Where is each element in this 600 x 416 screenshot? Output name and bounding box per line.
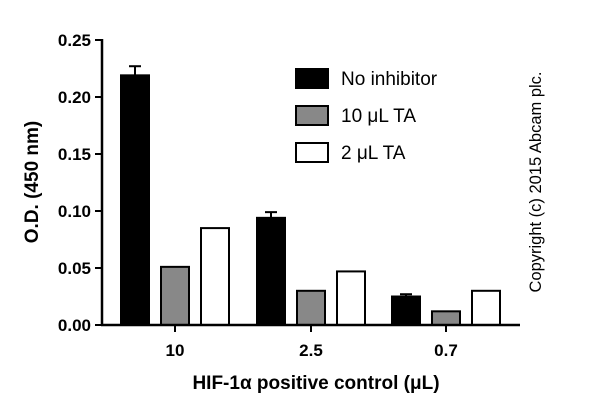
y-tick-label-3: 0.15 bbox=[58, 145, 91, 164]
legend-label-0: No inhibitor bbox=[341, 69, 438, 90]
y-tick-label-0: 0.00 bbox=[58, 316, 91, 335]
y-axis-title: O.D. (450 nm) bbox=[22, 121, 43, 243]
copyright-annotation: Copyright (c) 2015 Abcam plc. bbox=[527, 71, 545, 292]
bar-1-0 bbox=[160, 265, 190, 326]
bar-2-0 bbox=[200, 227, 230, 327]
legend-label-2: 2 μL TA bbox=[341, 143, 406, 164]
y-tick-label-1: 0.05 bbox=[58, 259, 91, 278]
bar-2-1 bbox=[336, 270, 366, 327]
bar-2-2 bbox=[471, 289, 501, 326]
bar-0-2 bbox=[391, 295, 421, 326]
bars-group bbox=[120, 65, 501, 327]
bar-1-1 bbox=[296, 289, 326, 326]
x-tick-label-1: 2.5 bbox=[299, 341, 323, 360]
legend-label-1: 10 μL TA bbox=[341, 106, 416, 127]
x-axis-title: HIF-1α positive control (μL) bbox=[192, 373, 439, 394]
bar-1-2 bbox=[431, 310, 461, 327]
legend-swatch-0 bbox=[295, 68, 329, 89]
y-tick-label-5: 0.25 bbox=[58, 31, 91, 50]
y-tick-label-4: 0.20 bbox=[58, 88, 91, 107]
bar-0-0 bbox=[120, 74, 150, 326]
y-ticks-group: 0.00 0.05 0.10 0.15 0.20 0.25 bbox=[58, 31, 102, 335]
x-tick-label-2: 0.7 bbox=[434, 341, 458, 360]
y-tick-label-2: 0.10 bbox=[58, 202, 91, 221]
legend-swatch-2 bbox=[295, 142, 329, 163]
bar-0-1 bbox=[256, 216, 286, 326]
legend: No inhibitor 10 μL TA 2 μL TA bbox=[295, 68, 438, 164]
x-categories-group: 10 2.5 0.7 bbox=[166, 325, 458, 360]
x-tick-label-0: 10 bbox=[166, 341, 185, 360]
legend-swatch-1 bbox=[295, 105, 329, 126]
